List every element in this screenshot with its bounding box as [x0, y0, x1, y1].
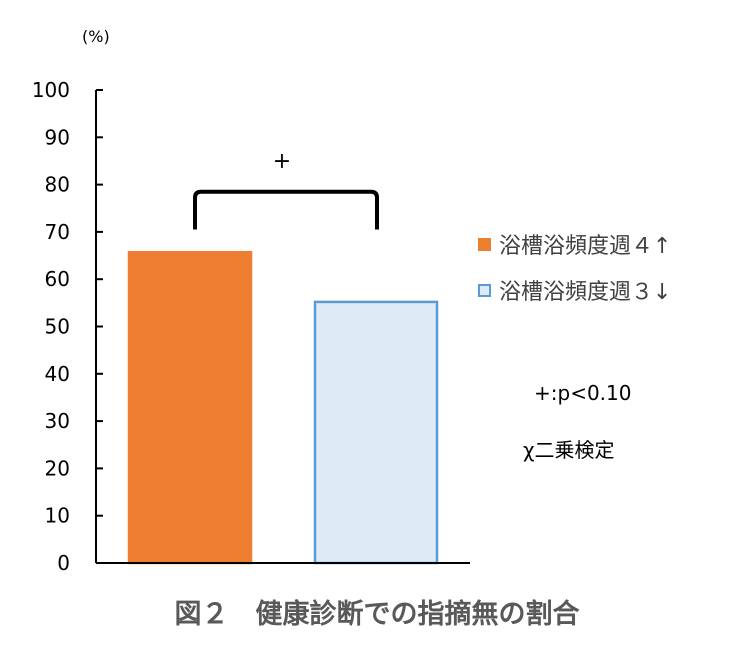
legend-label: 浴槽浴頻度週４↑ [499, 234, 672, 259]
legend-item-freq3: 浴槽浴頻度週３↓ [478, 274, 671, 306]
bar-1 [127, 250, 253, 565]
legend-item-freq4: 浴槽浴頻度週４↑ [478, 228, 671, 260]
figure-caption: 図２ 健康診断での指摘無の割合 [174, 599, 580, 630]
y-tick-label: 30 [45, 409, 70, 433]
y-tick-label: 80 [45, 173, 70, 197]
y-tick-label: 70 [45, 220, 70, 244]
legend: 浴槽浴頻度週４↑ 浴槽浴頻度週３↓ [478, 228, 671, 320]
y-tick-label: 20 [45, 456, 70, 480]
significance-marker: + [273, 149, 291, 174]
significance-bracket [193, 189, 379, 230]
bar-2 [313, 300, 439, 565]
y-tick-label: 100 [32, 78, 70, 102]
y-tick-label: 90 [45, 125, 70, 149]
legend-label: 浴槽浴頻度週３↓ [499, 280, 672, 305]
pvalue-note: +:p<0.10 [534, 381, 632, 405]
y-tick-label: 40 [45, 362, 70, 386]
y-tick-label: 0 [57, 551, 70, 575]
y-tick-label: 50 [45, 315, 70, 339]
legend-swatch-orange [478, 237, 491, 251]
test-note: χ二乗検定 [523, 438, 615, 462]
y-tick-label: 10 [45, 504, 70, 528]
y-axis-unit-label: (%) [82, 27, 110, 46]
legend-swatch-lightblue [478, 283, 491, 297]
y-tick-label: 60 [45, 267, 70, 291]
